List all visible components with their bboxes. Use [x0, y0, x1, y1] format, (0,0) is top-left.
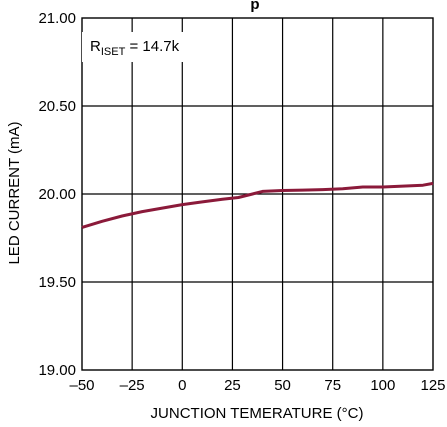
x-tick-label: 75 [324, 377, 341, 394]
grid [82, 18, 433, 370]
y-tick-label: 20.50 [38, 98, 76, 115]
series-group [81, 181, 434, 229]
x-tick-label: 100 [370, 377, 395, 394]
x-tick-label: –25 [120, 377, 145, 394]
annotation-rest: = 14.7k [125, 38, 179, 55]
plot-border [81, 17, 434, 371]
chart-title-fragment: p [250, 0, 259, 13]
annotation-main: R [90, 38, 101, 55]
series-line [81, 181, 434, 229]
plot-frame [81, 17, 434, 371]
x-tick-label: 25 [224, 377, 241, 394]
x-tick-label: 50 [274, 377, 291, 394]
y-tick-label: 21.00 [38, 10, 76, 27]
y-tick-label: 20.00 [38, 186, 76, 203]
annotation-box [82, 32, 200, 62]
y-axis-label: LED CURRENT (mA) [6, 121, 23, 264]
annotation-riset: RISET = 14.7k [90, 38, 180, 58]
y-axis-ticks: 21.00 20.50 20.00 19.50 19.00 [38, 10, 76, 379]
x-axis-label: JUNCTION TEMERATURE (°C) [151, 405, 364, 422]
x-tick-label: 125 [420, 377, 445, 394]
y-tick-label: 19.50 [38, 274, 76, 291]
y-tick-label: 19.00 [38, 362, 76, 379]
x-tick-label: –50 [69, 377, 94, 394]
x-tick-label: 0 [178, 377, 186, 394]
x-axis-ticks: –50 –25 0 25 50 75 100 125 [69, 377, 445, 394]
annotation-subscript: ISET [101, 46, 126, 58]
